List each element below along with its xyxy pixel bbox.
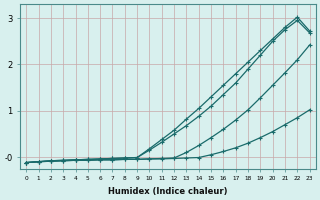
X-axis label: Humidex (Indice chaleur): Humidex (Indice chaleur) [108,187,228,196]
